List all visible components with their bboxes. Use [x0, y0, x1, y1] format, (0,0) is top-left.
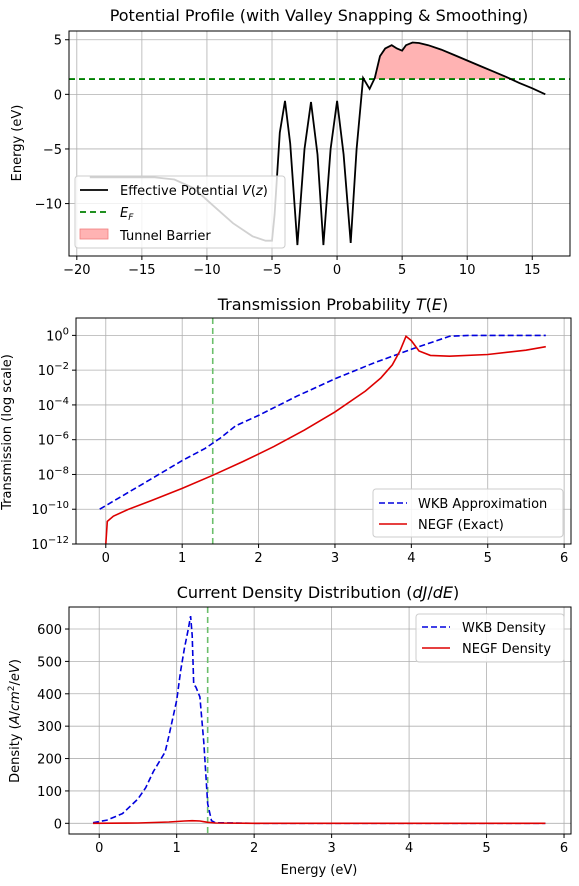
y-tick-label: −10 [35, 198, 62, 213]
current-density-legend: WKB Density NEGF Density [415, 613, 565, 663]
x-tick-label: 4 [407, 551, 415, 566]
legend-label-fermi: EF [120, 206, 134, 223]
y-tick-label: 10−6 [38, 431, 69, 449]
legend-label-wkb-density: WKB Density [462, 621, 546, 636]
y-tick-label: 100 [46, 326, 69, 344]
y-tick-label: 200 [37, 753, 62, 768]
x-tick-label: 4 [405, 841, 413, 856]
current-density-title: Current Density Distribution (dJ/dE) [177, 583, 460, 602]
x-tick-label: 6 [560, 841, 568, 856]
y-tick-label: 10−2 [38, 361, 69, 379]
x-tick-label: 5 [484, 551, 492, 566]
transmission-y-axis-label: Transmission (log scale) [0, 354, 15, 511]
y-tick-label: 0 [54, 88, 62, 103]
x-tick-label: −10 [193, 263, 220, 278]
negf-density-line [92, 819, 546, 825]
x-tick-label: 6 [560, 551, 568, 566]
potential-legend: Effective Potential V(z) EF Tunnel Barri… [74, 175, 286, 249]
wkb-transmission-line [99, 334, 546, 510]
y-tick-label: −5 [43, 143, 62, 158]
x-tick-label: 3 [331, 551, 339, 566]
y-tick-label: 10−10 [31, 500, 69, 518]
x-tick-label: 0 [95, 841, 103, 856]
y-tick-label: 0 [54, 817, 62, 832]
y-tick-label: 10−4 [38, 396, 69, 414]
current-density-axes-frame [68, 606, 572, 835]
transmission-legend: WKB Approximation NEGF (Exact) [372, 488, 564, 538]
legend-swatch-barrier [79, 228, 109, 240]
potential-profile-panel: Potential Profile (with Valley Snapping … [10, 6, 571, 278]
x-tick-label: 2 [250, 841, 258, 856]
y-tick-label: 10−12 [31, 535, 69, 553]
legend-label-potential: Effective Potential V(z) [120, 184, 268, 199]
legend-label-barrier: Tunnel Barrier [119, 229, 211, 244]
potential-profile-title: Potential Profile (with Valley Snapping … [110, 6, 529, 25]
transmission-axes-frame [75, 317, 572, 545]
current-density-panel: Current Density Distribution (dJ/dE) 0 1 2… [7, 583, 572, 878]
x-tick-label: 0 [102, 551, 110, 566]
potential-axes-frame [68, 30, 571, 257]
x-tick-label: 1 [173, 841, 181, 856]
x-tick-label: 1 [178, 551, 186, 566]
x-tick-label: −20 [63, 263, 90, 278]
transmission-legend-box [372, 488, 564, 538]
x-tick-label: 0 [333, 263, 341, 278]
legend-label-wkb: WKB Approximation [418, 497, 547, 512]
tunnel-barrier-fill [374, 42, 509, 80]
y-tick-label: 400 [37, 688, 62, 703]
current-density-x-axis-label: Energy (eV) [281, 863, 358, 878]
y-tick-label: 300 [37, 720, 62, 735]
x-tick-label: 15 [524, 263, 541, 278]
negf-transmission-line [105, 335, 546, 545]
y-tick-label: 500 [37, 655, 62, 670]
legend-label-negf-density: NEGF Density [462, 642, 551, 657]
transmission-title: Transmission Probability T(E) [217, 295, 449, 314]
potential-legend-box [74, 175, 286, 249]
y-tick-label: 5 [54, 34, 62, 49]
x-tick-label: 10 [459, 263, 476, 278]
x-tick-label: −15 [128, 263, 155, 278]
potential-y-axis-label: Energy (eV) [10, 105, 25, 182]
y-tick-label: 600 [37, 623, 62, 638]
y-tick-label: 10−8 [38, 465, 69, 483]
x-tick-label: 2 [254, 551, 262, 566]
x-tick-label: 5 [482, 841, 490, 856]
legend-label-negf: NEGF (Exact) [418, 518, 504, 533]
x-tick-label: 5 [398, 263, 406, 278]
transmission-panel: Transmission Probability T(E) 0 1 2 3 4 5 6 100… [0, 295, 572, 566]
current-density-legend-box [415, 613, 565, 663]
x-tick-label: 3 [327, 841, 335, 856]
current-density-y-axis-label: Density (A/cm2/eV) [7, 659, 23, 783]
y-tick-label: 100 [37, 785, 62, 800]
x-tick-label: −5 [262, 263, 281, 278]
